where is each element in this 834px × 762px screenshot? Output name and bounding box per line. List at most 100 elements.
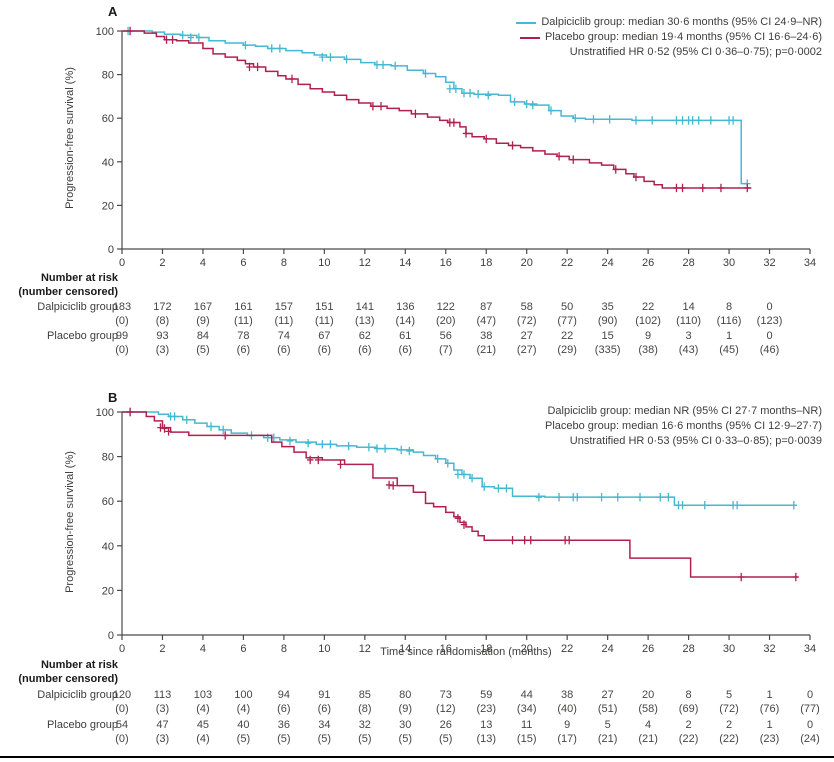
- risk-at-risk-cell: 5: [604, 719, 611, 731]
- risk-censored-cell: (4): [196, 733, 210, 745]
- legend-row: Placebo group: median 19·4 months (95% C…: [516, 30, 822, 45]
- risk-at-risk-cell: 99: [115, 330, 129, 342]
- risk-at-risk-cell: 40: [237, 719, 250, 731]
- risk-header-line2: (number censored): [18, 286, 118, 298]
- x-tick-label: 24: [602, 257, 614, 269]
- risk-censored-cell: (77): [557, 315, 577, 327]
- y-tick-label: 100: [96, 26, 114, 38]
- x-tick-label: 20: [521, 257, 533, 269]
- risk-censored-cell: (9): [398, 703, 412, 715]
- risk-censored-cell: (123): [756, 315, 783, 327]
- risk-at-risk-cell: 67: [318, 330, 331, 342]
- risk-censored-cell: (69): [678, 703, 699, 715]
- risk-at-risk-cell: 35: [601, 301, 614, 313]
- x-tick-label: 32: [763, 643, 775, 655]
- risk-censored-cell: (38): [638, 344, 658, 356]
- risk-at-risk-cell: 85: [358, 689, 371, 701]
- y-tick-label: 0: [108, 244, 114, 256]
- risk-at-risk-cell: 136: [396, 301, 415, 313]
- panel-b: 0 20 40 60 80 100 0 2 4 6 8 10 12 14 16 18 20 22 24 26 28 30 3…: [0, 380, 834, 762]
- risk-at-risk-cell: 36: [277, 719, 290, 731]
- risk-at-risk-cell: 4: [645, 719, 652, 731]
- x-tick-label: 22: [561, 257, 573, 269]
- x-tick-label: 4: [200, 257, 206, 269]
- risk-at-risk-cell: 167: [193, 301, 213, 313]
- risk-at-risk-cell: 141: [355, 301, 374, 313]
- risk-at-risk-cell: 157: [274, 301, 294, 313]
- risk-at-risk-cell: 59: [480, 689, 493, 701]
- risk-censored-cell: (90): [597, 315, 618, 327]
- risk-censored-cell: (47): [476, 315, 497, 327]
- risk-at-risk-cell: 30: [399, 719, 412, 731]
- risk-censored-cell: (4): [196, 703, 210, 715]
- risk-censored-cell: (46): [759, 344, 780, 356]
- legend-row: Dalpiciclib group: median 30·6 months (9…: [516, 15, 822, 30]
- risk-censored-cell: (51): [597, 703, 618, 715]
- x-tick-label: 10: [318, 643, 330, 655]
- risk-censored-cell: (77): [800, 703, 820, 715]
- risk-censored-cell: (58): [638, 703, 658, 715]
- risk-at-risk-cell: 1: [766, 719, 773, 731]
- x-tick-label: 6: [240, 257, 246, 269]
- km-curve-dalpiciclib-group: [122, 30, 748, 185]
- x-tick-label: 12: [359, 257, 371, 269]
- legend-text: Unstratified HR 0·52 (95% CI 0·36–0·75);…: [569, 46, 822, 58]
- risk-censored-cell: (45): [719, 344, 739, 356]
- risk-at-risk-cell: 120: [112, 689, 132, 701]
- risk-censored-cell: (8): [155, 315, 170, 327]
- x-tick-label: 6: [240, 643, 246, 655]
- risk-censored-cell: (3): [155, 733, 170, 745]
- legend-row: Unstratified HR 0·53 (95% CI 0·33–0·85);…: [545, 434, 822, 449]
- risk-at-risk-cell: 45: [196, 719, 210, 731]
- risk-at-risk-cell: 62: [358, 330, 371, 342]
- risk-at-risk-cell: 11: [520, 719, 533, 731]
- km-curve-placebo-group: [122, 411, 798, 578]
- x-tick-label: 18: [480, 643, 492, 655]
- risk-at-risk-cell: 0: [806, 689, 814, 701]
- panel-a: 0 20 40 60 80 100 0 2 4 6 8 10 12 14 16 18 20 22 24 26 28 30 3…: [0, 0, 834, 378]
- risk-at-risk-cell: 44: [520, 689, 533, 701]
- risk-at-risk-cell: 20: [641, 689, 655, 701]
- risk-censored-cell: (3): [155, 703, 170, 715]
- risk-at-risk-cell: 113: [153, 689, 172, 701]
- x-tick-label: 8: [281, 257, 287, 269]
- risk-at-risk-cell: 161: [234, 301, 253, 313]
- risk-censored-cell: (40): [557, 703, 577, 715]
- risk-censored-cell: (5): [277, 733, 291, 745]
- legend-b: Dalpiciclib group: median NR (95% CI 27·…: [545, 404, 822, 449]
- x-tick-label: 16: [440, 643, 452, 655]
- legend-line-swatch: [516, 21, 537, 24]
- risk-at-risk-cell: 38: [480, 330, 493, 342]
- y-tick-label: 60: [102, 496, 114, 508]
- x-tick-label: 16: [440, 257, 452, 269]
- risk-at-risk-cell: 0: [806, 719, 814, 731]
- risk-censored-cell: (102): [635, 315, 661, 327]
- y-tick-label: 40: [102, 541, 114, 553]
- risk-censored-cell: (11): [234, 315, 253, 327]
- bottom-rule: [0, 756, 834, 758]
- risk-censored-cell: (6): [317, 703, 332, 715]
- risk-censored-cell: (21): [597, 733, 618, 745]
- risk-censored-cell: (0): [115, 703, 129, 715]
- legend-row: Placebo group: median 16·6 months (95% C…: [545, 419, 822, 434]
- risk-at-risk-cell: 172: [153, 301, 172, 313]
- risk-censored-cell: (5): [398, 733, 412, 745]
- risk-censored-cell: (23): [759, 733, 780, 745]
- risk-at-risk-cell: 54: [115, 719, 129, 731]
- y-tick-label: 80: [102, 70, 114, 82]
- risk-censored-cell: (15): [516, 733, 537, 745]
- risk-censored-cell: (6): [277, 344, 291, 356]
- risk-at-risk-cell: 73: [439, 689, 452, 701]
- x-tick-label: 34: [804, 643, 816, 655]
- x-tick-label: 30: [723, 257, 735, 269]
- y-tick-label: 40: [102, 157, 114, 169]
- legend-line-swatch: [520, 36, 540, 39]
- risk-censored-cell: (23): [476, 703, 497, 715]
- x-tick-label: 14: [399, 643, 411, 655]
- y-tick-label: 80: [102, 452, 114, 464]
- risk-censored-cell: (6): [358, 344, 372, 356]
- risk-censored-cell: (4): [236, 703, 251, 715]
- risk-censored-cell: (21): [638, 733, 658, 745]
